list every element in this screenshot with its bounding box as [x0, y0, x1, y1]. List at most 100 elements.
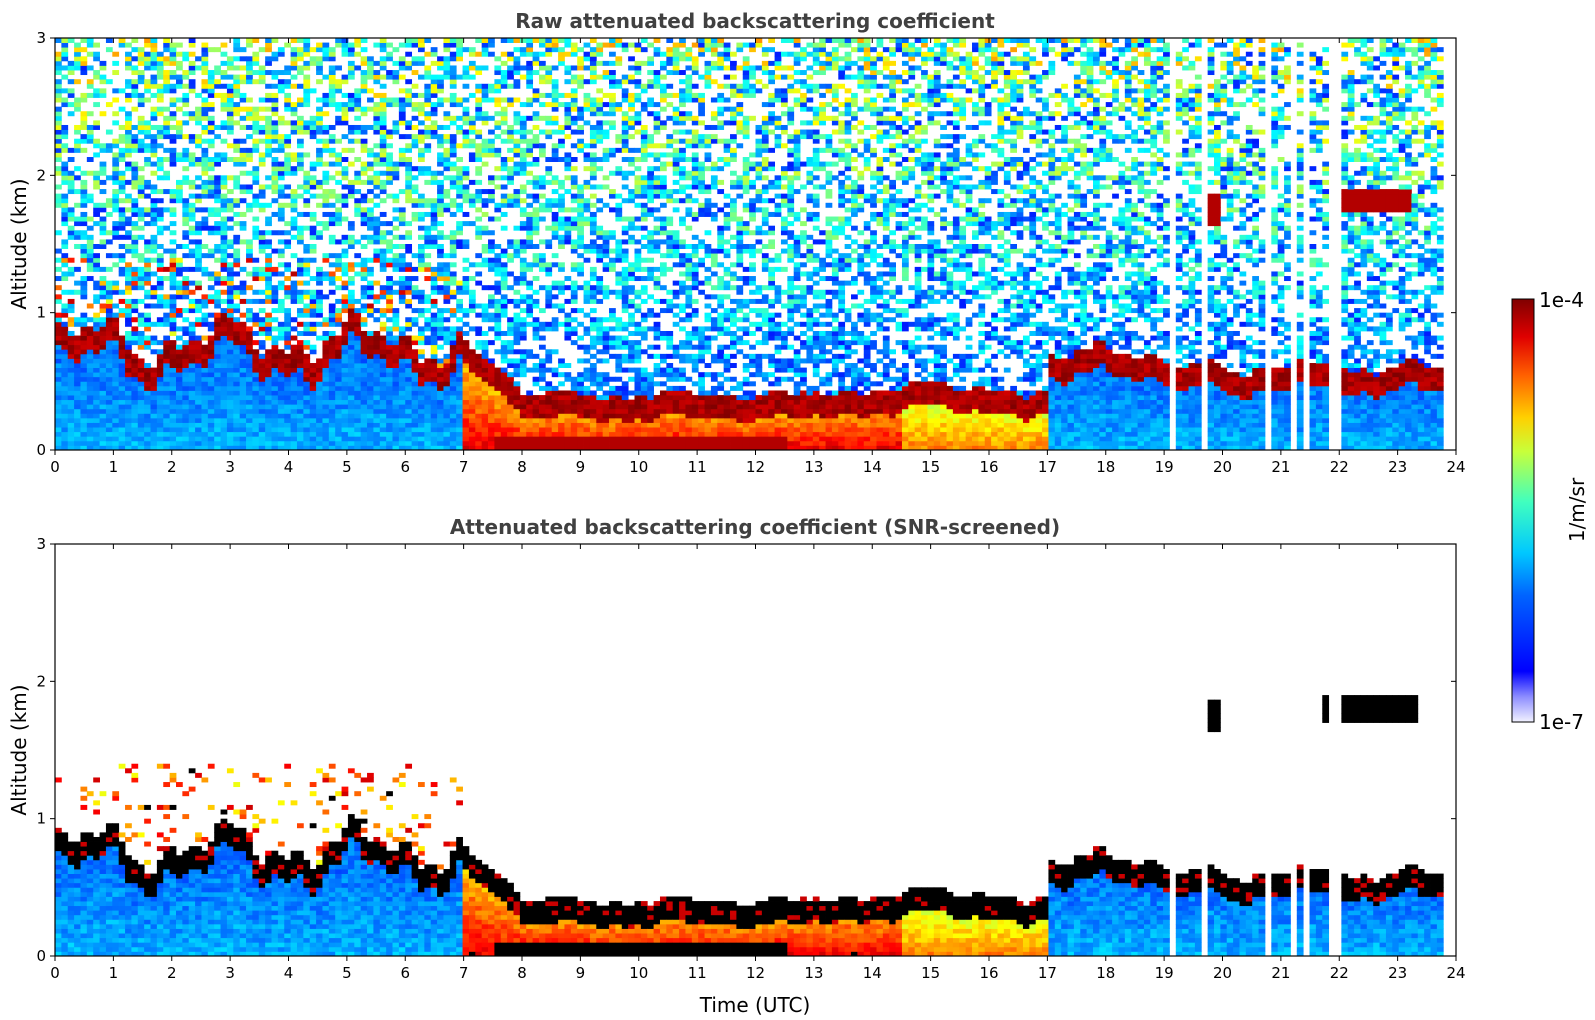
heatmap-cell: [392, 417, 400, 423]
heatmap-cell: [258, 326, 266, 332]
heatmap-cell: [226, 189, 234, 195]
heatmap-cell: [214, 335, 221, 341]
heatmap-cell: [367, 106, 374, 112]
heatmap-cell: [481, 372, 489, 378]
heatmap-cell: [475, 330, 483, 336]
heatmap-cell: [456, 280, 463, 286]
heatmap-cell: [519, 294, 527, 300]
heatmap-cell: [532, 157, 540, 162]
heatmap-cell: [494, 83, 502, 89]
heatmap-cell: [277, 330, 285, 336]
heatmap-cell: [411, 395, 419, 401]
heatmap-cell: [488, 257, 495, 263]
heatmap-cell: [80, 413, 88, 419]
heatmap-cell: [316, 427, 323, 433]
heatmap-cell: [296, 120, 304, 126]
heatmap-cell: [392, 422, 400, 428]
heatmap-cell: [296, 184, 304, 190]
heatmap-cell: [226, 431, 234, 437]
heatmap-cell: [488, 294, 495, 300]
heatmap-cell: [195, 381, 202, 387]
heatmap-cell: [519, 225, 527, 231]
heatmap-cell: [379, 92, 387, 98]
heatmap-cell: [500, 161, 508, 167]
heatmap-cell: [67, 38, 75, 43]
heatmap-cell: [354, 271, 362, 277]
heatmap-cell: [265, 404, 272, 410]
heatmap-cell: [125, 363, 132, 368]
heatmap-cell: [156, 244, 164, 249]
heatmap-cell: [335, 404, 342, 410]
heatmap-cell: [564, 189, 572, 195]
heatmap-cell: [386, 413, 393, 419]
heatmap-cell: [99, 244, 107, 249]
heatmap-cell: [354, 157, 362, 162]
heatmap-cell: [55, 257, 62, 263]
heatmap-cell: [424, 326, 432, 332]
heatmap-cell: [443, 445, 451, 450]
heatmap-cell: [258, 372, 266, 378]
heatmap-cell: [309, 399, 317, 405]
heatmap-cell: [392, 390, 400, 396]
heatmap-cell: [303, 189, 311, 195]
heatmap-cell: [481, 395, 489, 401]
heatmap-cell: [424, 166, 432, 172]
heatmap-cell: [564, 157, 572, 162]
heatmap-cell: [424, 294, 432, 300]
heatmap-cell: [367, 395, 374, 401]
heatmap-cell: [80, 184, 88, 190]
heatmap-cell: [277, 79, 285, 85]
heatmap-cell: [86, 413, 94, 419]
heatmap-cell: [144, 129, 151, 135]
heatmap-cell: [532, 303, 540, 309]
heatmap-cell: [551, 399, 559, 405]
heatmap-cell: [367, 239, 374, 245]
heatmap-cell: [258, 138, 266, 144]
heatmap-cell: [386, 262, 393, 268]
heatmap-cell: [233, 211, 241, 217]
heatmap-cell: [354, 298, 362, 304]
heatmap-cell: [118, 253, 126, 259]
heatmap-cell: [112, 198, 120, 204]
heatmap-cell: [468, 202, 476, 208]
heatmap-cell: [265, 239, 272, 245]
heatmap-cell: [367, 166, 374, 172]
heatmap-cell: [494, 335, 502, 341]
heatmap-cell: [296, 161, 304, 167]
heatmap-cell: [558, 56, 565, 62]
heatmap-cell: [93, 70, 100, 76]
heatmap-cell: [437, 404, 444, 410]
heatmap-cell: [125, 308, 132, 314]
heatmap-cell: [156, 285, 164, 291]
heatmap-cell: [443, 280, 451, 286]
heatmap-cell: [398, 390, 406, 396]
heatmap-cell: [570, 216, 578, 222]
heatmap-cell: [290, 253, 298, 259]
heatmap-cell: [488, 440, 495, 446]
heatmap-cell: [519, 51, 527, 57]
heatmap-cell: [188, 363, 196, 368]
heatmap-cell: [462, 399, 470, 405]
heatmap-cell: [386, 399, 393, 405]
heatmap-cell: [519, 161, 527, 167]
heatmap-cell: [430, 335, 438, 341]
heatmap-cell: [296, 166, 304, 172]
heatmap-cell: [367, 257, 374, 263]
heatmap-cell: [341, 303, 349, 309]
heatmap-cell: [207, 436, 215, 442]
heatmap-cell: [156, 211, 164, 217]
heatmap-cell: [201, 349, 209, 355]
heatmap-cell: [347, 129, 355, 135]
heatmap-cell: [316, 234, 323, 240]
heatmap-cell: [277, 51, 285, 57]
heatmap-cell: [341, 74, 349, 80]
heatmap-cell: [386, 294, 393, 300]
heatmap-cell: [188, 321, 196, 327]
heatmap-cell: [424, 88, 432, 94]
heatmap-cell: [271, 395, 279, 401]
heatmap-cell: [570, 390, 578, 396]
heatmap-cell: [137, 124, 145, 130]
heatmap-cell: [526, 422, 534, 428]
heatmap-cell: [379, 399, 387, 405]
heatmap-cell: [481, 303, 489, 309]
